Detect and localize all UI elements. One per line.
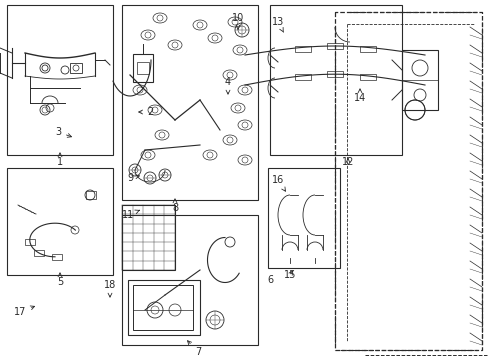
Bar [359,75,375,80]
Bar [51,254,61,260]
Text: 5: 5 [57,273,63,287]
Text: 8: 8 [172,199,178,213]
Bar [34,250,44,256]
Bar [122,205,175,270]
Bar [86,191,96,199]
Text: 2: 2 [139,107,153,117]
Bar [133,285,193,330]
Bar [326,43,342,49]
Bar [122,5,258,200]
Bar [128,280,200,335]
Bar [267,168,339,268]
Text: 15: 15 [283,270,296,280]
Bar [137,62,149,74]
Text: 13: 13 [271,17,284,32]
Bar [25,239,35,245]
Text: 4: 4 [224,77,231,94]
Text: 6: 6 [266,275,272,285]
Bar [133,54,153,82]
Text: 17: 17 [14,306,35,317]
Bar [294,75,310,80]
Bar [359,46,375,51]
Text: 18: 18 [103,280,116,297]
Text: 7: 7 [187,341,201,357]
Bar [269,5,401,155]
Text: 9: 9 [127,173,139,183]
Bar [326,71,342,77]
Text: 16: 16 [271,175,285,191]
Bar [122,215,258,345]
Text: 12: 12 [341,157,353,167]
Text: 11: 11 [122,210,139,220]
Text: 14: 14 [353,89,366,103]
Text: 10: 10 [231,13,244,29]
Bar [7,168,113,275]
Bar [7,5,113,155]
Bar [70,63,82,73]
Bar [294,46,310,51]
Bar [401,50,437,110]
Text: 3: 3 [55,127,71,137]
Text: 1: 1 [57,153,63,167]
